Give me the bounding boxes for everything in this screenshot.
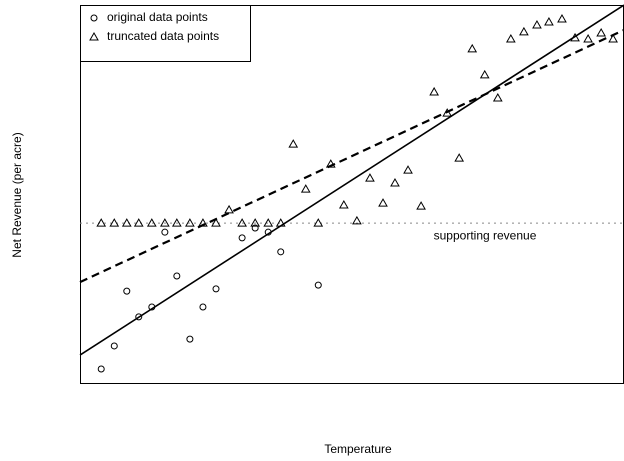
legend-box [80, 5, 251, 62]
point [211, 218, 221, 227]
legend-label: truncated data points [107, 29, 219, 43]
point [492, 92, 503, 102]
point [583, 34, 593, 43]
point [365, 173, 375, 182]
point [288, 139, 299, 148]
point [238, 234, 246, 242]
point [532, 20, 542, 29]
point [596, 27, 607, 37]
point [198, 218, 208, 227]
point [251, 224, 259, 232]
point [263, 218, 274, 227]
point [467, 43, 478, 53]
fit-line [79, 4, 624, 356]
point [390, 178, 400, 187]
point [275, 218, 286, 227]
point [161, 228, 169, 236]
point [123, 287, 131, 295]
point [519, 26, 529, 36]
point [224, 204, 234, 214]
point [608, 34, 618, 43]
plot-frame [80, 5, 624, 384]
point [352, 215, 362, 225]
y-axis-label: Net Revenue (per acre) [10, 132, 24, 257]
point [160, 218, 170, 227]
point [171, 218, 182, 227]
point [237, 218, 247, 227]
point [250, 218, 261, 227]
point [338, 199, 349, 209]
point [416, 201, 426, 210]
point [557, 13, 567, 23]
x-axis-label: Temperature [324, 442, 392, 456]
fit-line [79, 28, 624, 284]
point [479, 69, 490, 79]
point [313, 218, 324, 227]
point [135, 313, 143, 321]
point [121, 218, 132, 227]
point [570, 32, 580, 42]
point [186, 335, 194, 343]
point [454, 153, 465, 162]
point [429, 86, 440, 96]
point [96, 218, 107, 227]
reference-label: supporting revenue [434, 228, 537, 242]
point [505, 34, 516, 43]
point [146, 218, 157, 227]
point [148, 303, 156, 311]
point [378, 198, 388, 207]
point [300, 184, 311, 193]
legend-label: original data points [107, 10, 208, 24]
point [110, 342, 118, 350]
point [109, 218, 120, 227]
point [173, 272, 181, 280]
legend-symbol [89, 31, 99, 41]
point [133, 218, 144, 227]
point [544, 17, 554, 26]
point [403, 165, 413, 174]
point [199, 303, 207, 311]
point [185, 218, 195, 227]
point [277, 248, 285, 256]
point [264, 228, 272, 236]
legend-symbol [90, 14, 98, 22]
point [97, 365, 105, 373]
point [442, 108, 453, 117]
point [325, 159, 336, 168]
point [212, 285, 220, 293]
point [314, 281, 322, 289]
